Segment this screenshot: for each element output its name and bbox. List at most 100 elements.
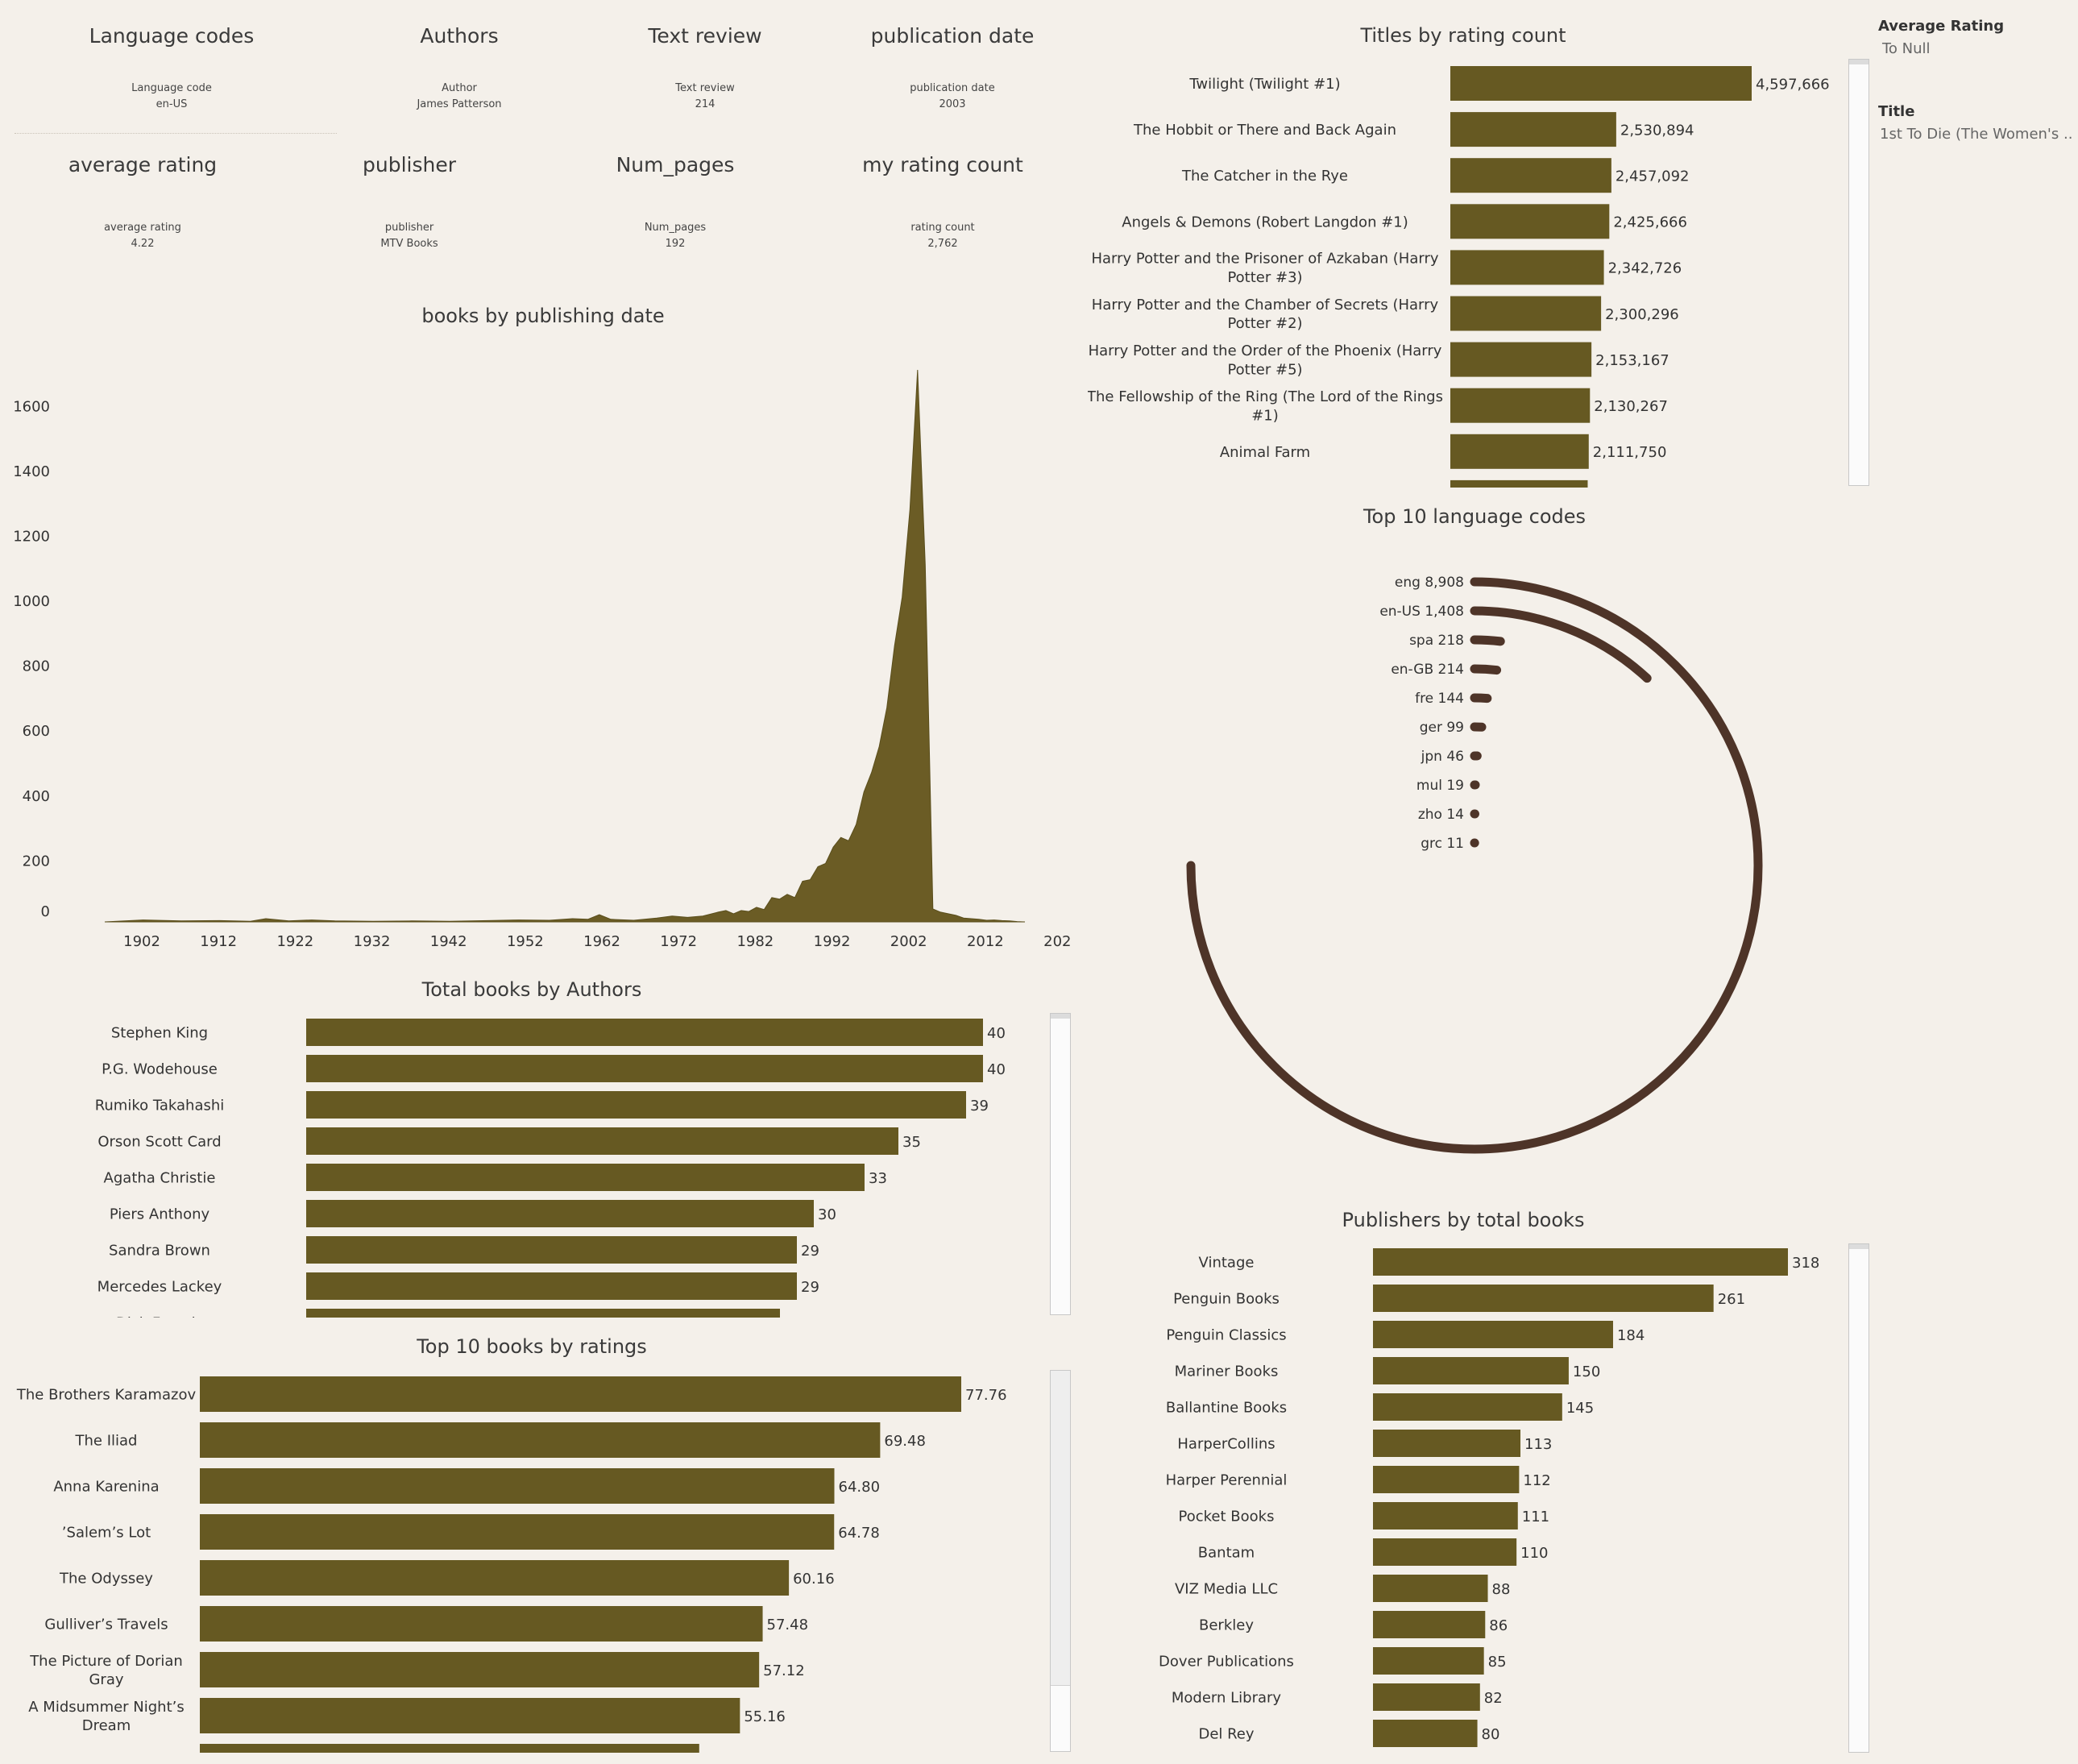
ratings-category-label: ’Salem’s Lot: [62, 1524, 151, 1541]
authors-value-label: 29: [801, 1279, 819, 1296]
publishers-category-label: Pocket Books: [1179, 1508, 1275, 1525]
titles-bar[interactable]: [1450, 342, 1592, 377]
kpi-title: publisher: [362, 153, 457, 176]
authors-scrollbar[interactable]: [1050, 1013, 1071, 1315]
ratings-bar[interactable]: [200, 1652, 760, 1687]
ratings-bar[interactable]: [200, 1468, 835, 1504]
titles-bar[interactable]: [1450, 250, 1604, 285]
publishers-bar[interactable]: [1373, 1321, 1613, 1348]
language-arc[interactable]: [1470, 606, 1652, 683]
ratings-bar-chart: The Brothers Karamazov 77.76 The Iliad 69.4…: [16, 1376, 1007, 1753]
publishers-bar[interactable]: [1373, 1538, 1517, 1566]
ratings-bar[interactable]: [200, 1606, 763, 1642]
publishers-value-label: 318: [1792, 1255, 1819, 1272]
x-tick-label: 2022: [1043, 933, 1072, 950]
authors-value-label: 39: [970, 1098, 989, 1114]
titles-scrollbar[interactable]: [1848, 59, 1869, 486]
filter-average-rating-value[interactable]: To Null: [1882, 40, 1931, 57]
authors-bar[interactable]: [306, 1055, 983, 1082]
kpi-label: publisher: [384, 222, 434, 234]
publishers-scrollbar[interactable]: [1848, 1243, 1869, 1753]
titles-bar[interactable]: [1450, 296, 1602, 331]
titles-bar[interactable]: [1450, 204, 1610, 239]
ratings-bar[interactable]: [200, 1698, 740, 1733]
language-label: fre 144: [1415, 691, 1464, 707]
authors-bar[interactable]: [306, 1019, 983, 1046]
ratings-category-label: The Odyssey: [59, 1570, 153, 1587]
publishers-bar[interactable]: [1373, 1611, 1486, 1638]
publishers-category-label: HarperCollins: [1177, 1435, 1275, 1452]
ratings-bar[interactable]: [200, 1422, 881, 1458]
titles-bar[interactable]: [1450, 112, 1616, 147]
publishers-bar[interactable]: [1373, 1430, 1521, 1457]
kpi-label: rating count: [910, 222, 975, 234]
authors-bar[interactable]: [306, 1309, 780, 1318]
authors-value-label: 40: [987, 1061, 1006, 1078]
y-tick-label: 1400: [13, 463, 50, 480]
language-arc[interactable]: [1186, 577, 1763, 1154]
publishers-category-label: Ballantine Books: [1166, 1399, 1287, 1416]
x-tick-label: 1912: [200, 933, 237, 950]
publishers-chart-title: Publishers by total books: [1342, 1209, 1585, 1231]
publishers-bar[interactable]: [1373, 1683, 1480, 1711]
publishers-bar[interactable]: [1373, 1248, 1788, 1276]
titles-category-label: Angels & Demons (Robert Langdon #1): [1122, 214, 1408, 230]
authors-bar[interactable]: [306, 1200, 814, 1227]
authors-category-label: Agatha Christie: [104, 1169, 216, 1186]
publishers-category-label: VIZ Media LLC: [1175, 1580, 1278, 1597]
publishers-bar[interactable]: [1373, 1502, 1518, 1529]
y-tick-label: 1200: [13, 528, 50, 545]
x-tick-label: 1992: [814, 933, 851, 950]
titles-bar[interactable]: [1450, 479, 1588, 488]
ratings-scrollbar[interactable]: [1050, 1370, 1071, 1752]
kpi-label: Num_pages: [644, 222, 707, 234]
x-tick-label: 1972: [660, 933, 697, 950]
language-label: en-US 1,408: [1379, 604, 1464, 620]
authors-bar[interactable]: [306, 1236, 797, 1264]
ratings-category-label: A Midsummer Night’s: [28, 1699, 185, 1716]
scrollbar-thumb[interactable]: [1051, 1371, 1070, 1686]
titles-bar[interactable]: [1450, 66, 1752, 101]
publishers-bar[interactable]: [1373, 1466, 1520, 1493]
ratings-bar[interactable]: [200, 1514, 835, 1550]
authors-category-label: P.G. Wodehouse: [102, 1060, 218, 1077]
titles-bar[interactable]: [1450, 434, 1589, 469]
ratings-value-label: 60.16: [793, 1571, 835, 1588]
publishers-bar[interactable]: [1373, 1393, 1562, 1421]
publishers-bar[interactable]: [1373, 1647, 1484, 1675]
ratings-category-label: Gulliver’s Travels: [44, 1616, 168, 1633]
scrollbar-cap: [1051, 1014, 1070, 1019]
language-label: spa 218: [1409, 633, 1464, 649]
pubdate-area[interactable]: [104, 369, 1026, 923]
authors-bar[interactable]: [306, 1272, 797, 1300]
language-label: grc 11: [1421, 836, 1464, 852]
publishers-category-label: Harper Perennial: [1166, 1471, 1288, 1488]
kpi-value: 2003: [939, 98, 966, 110]
kpi-label: Language code: [131, 82, 212, 94]
authors-bar[interactable]: [306, 1091, 966, 1119]
filter-title-value[interactable]: 1st To Die (The Women's ..: [1880, 126, 2073, 143]
language-arc[interactable]: [1470, 664, 1502, 675]
publishers-bar[interactable]: [1373, 1720, 1478, 1747]
titles-value-label: 2,130,267: [1594, 398, 1668, 415]
kpi-title: Text review: [648, 24, 762, 48]
ratings-bar[interactable]: [200, 1376, 961, 1412]
language-arc[interactable]: [1470, 635, 1505, 646]
titles-bar[interactable]: [1450, 158, 1611, 193]
publishers-bar[interactable]: [1373, 1357, 1569, 1384]
ratings-category-label: Anna Karenina: [53, 1478, 159, 1495]
ratings-bar[interactable]: [200, 1744, 699, 1753]
authors-bar[interactable]: [306, 1127, 898, 1155]
filter-average-rating-label: Average Rating: [1878, 18, 2005, 35]
language-arc[interactable]: [1470, 693, 1492, 704]
publishers-value-label: 150: [1573, 1363, 1600, 1380]
publishers-bar[interactable]: [1373, 1575, 1488, 1602]
titles-category-label: Harry Potter and the Chamber of Secrets …: [1092, 297, 1439, 313]
ratings-bar[interactable]: [200, 1560, 790, 1596]
publishers-value-label: 112: [1523, 1472, 1550, 1489]
language-label: eng 8,908: [1395, 575, 1464, 591]
titles-category-label: Potter #5): [1227, 361, 1302, 378]
publishers-bar[interactable]: [1373, 1285, 1714, 1312]
titles-bar[interactable]: [1450, 388, 1591, 423]
authors-bar[interactable]: [306, 1164, 865, 1191]
